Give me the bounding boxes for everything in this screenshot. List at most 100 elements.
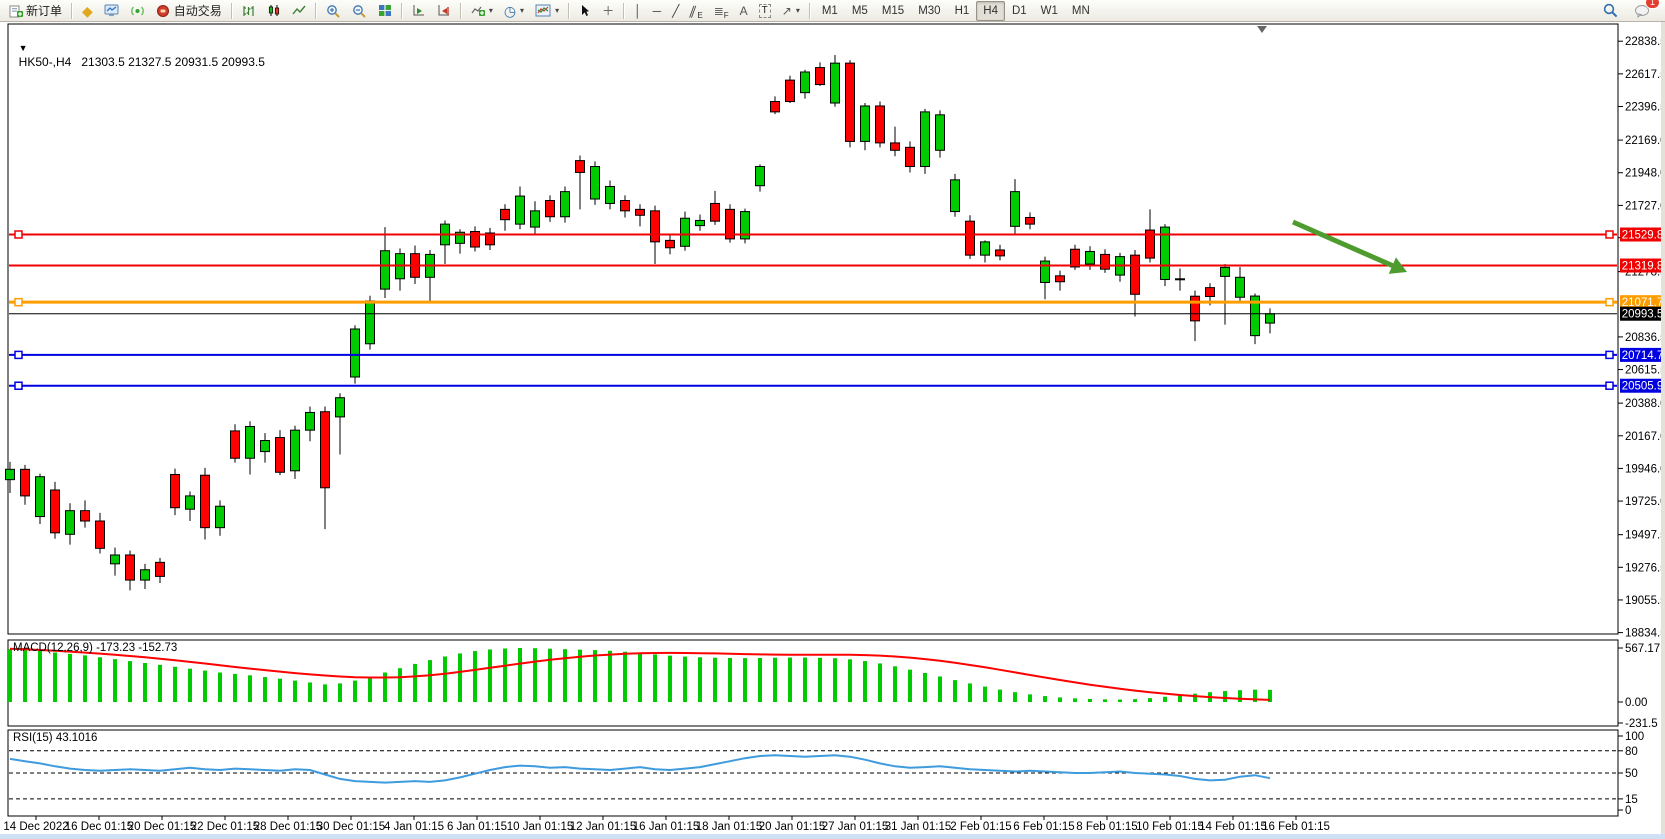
auto-scroll-button[interactable] <box>432 0 456 22</box>
price-tick-label: 20388.0 <box>1625 398 1665 410</box>
candle-body <box>935 114 945 151</box>
macd-bar <box>203 670 207 702</box>
candle-body <box>1040 260 1050 283</box>
crosshair-tool-button[interactable]: ＋ <box>597 0 619 22</box>
macd-bar <box>638 652 642 702</box>
macd-bar <box>818 657 822 702</box>
macd-bar <box>773 657 777 702</box>
signal-button[interactable] <box>125 0 150 22</box>
timeframe-m15-button[interactable]: M15 <box>881 4 905 17</box>
candlestick-mode-button[interactable] <box>262 0 286 22</box>
timeframe-m1-button[interactable]: M1 <box>821 4 838 17</box>
macd-bar <box>353 680 357 702</box>
zoom-out-button[interactable] <box>347 0 372 22</box>
candle-body <box>815 67 825 86</box>
price-tick-label: 22169.0 <box>1625 135 1665 147</box>
separator <box>623 2 626 19</box>
chart-shift-button[interactable] <box>407 0 431 22</box>
line-chart-icon <box>292 5 306 15</box>
macd-bar <box>503 648 507 702</box>
macd-bar <box>68 653 72 702</box>
macd-bar <box>668 655 672 702</box>
text-label-tool-button[interactable]: T <box>754 0 776 22</box>
timeframe-h1-button[interactable]: H1 <box>954 4 970 17</box>
macd-bar <box>1058 697 1062 702</box>
notifications-button[interactable]: 1 <box>1629 0 1660 22</box>
indicators-button[interactable]: ▾ <box>466 0 498 22</box>
timeframe-mn-button[interactable]: MN <box>1071 4 1090 17</box>
macd-bar <box>1253 689 1257 702</box>
macd-bar <box>608 650 612 702</box>
horizontal-line-tool-button[interactable]: ─ <box>648 0 667 22</box>
chart-collapse-icon[interactable]: ▼ <box>18 43 28 53</box>
candle-body <box>845 62 855 142</box>
crosshair-icon: ＋ <box>602 3 615 18</box>
candle-body <box>50 489 60 534</box>
templates-button[interactable]: ▾ <box>530 0 564 22</box>
autotrading-button[interactable]: 自动交易 <box>151 0 227 22</box>
tile-windows-button[interactable] <box>373 0 397 22</box>
market-watch-button[interactable] <box>99 0 124 22</box>
macd-bar <box>143 662 147 702</box>
hline-marker <box>14 297 23 307</box>
zoom-in-button[interactable] <box>321 0 346 22</box>
shapes-tool-button[interactable]: ↗ ▾ <box>777 0 805 22</box>
macd-bar <box>293 680 297 702</box>
macd-bar <box>1133 699 1137 702</box>
channel-tool-button[interactable]: ∥ E <box>685 0 707 22</box>
search-button[interactable] <box>1598 0 1623 22</box>
shapes-icon: ↗ <box>781 3 792 18</box>
price-line-label-bg <box>1620 347 1665 362</box>
hline-marker <box>1605 381 1614 390</box>
candle-body <box>1175 278 1185 281</box>
candle-body <box>185 495 195 510</box>
candle-body <box>905 146 915 168</box>
candle-body <box>710 202 720 222</box>
cursor-tool-button[interactable] <box>574 0 596 22</box>
macd-bar <box>848 659 852 702</box>
timeframe-m30-button[interactable]: M30 <box>918 4 941 17</box>
diamond-icon: ◆ <box>82 2 93 19</box>
rsi-tick-label: 80 <box>1625 746 1638 758</box>
timeframe-w1-button[interactable]: W1 <box>1040 4 1058 17</box>
candle-body <box>485 232 495 246</box>
metaquotes-button[interactable]: ◆ <box>77 0 98 22</box>
fibonacci-sub-label: F <box>723 10 729 20</box>
macd-bar <box>1223 691 1227 702</box>
macd-bar <box>413 663 417 702</box>
macd-bar <box>128 661 132 702</box>
timeframe-d1-button[interactable]: D1 <box>1011 4 1027 17</box>
candle-body <box>1250 295 1260 337</box>
bar-chart-mode-button[interactable] <box>237 0 261 22</box>
timeframe-h4-button[interactable]: H4 <box>976 0 1005 21</box>
trendline-icon: ╱ <box>672 3 680 18</box>
candle-body <box>695 219 705 227</box>
candle-body <box>170 473 180 509</box>
vertical-line-tool-button[interactable]: │ <box>629 0 647 22</box>
window-right-edge <box>1661 22 1665 834</box>
macd-bar <box>1028 694 1032 702</box>
time-tick-label: 20 Dec 01:15 <box>128 821 196 833</box>
macd-bar <box>1238 690 1242 702</box>
candle-body <box>110 554 120 565</box>
periods-button[interactable]: ◷ ▾ <box>499 0 529 22</box>
macd-bar <box>83 655 87 702</box>
candle-body <box>245 425 255 459</box>
line-chart-mode-button[interactable] <box>287 0 311 22</box>
text-label-icon: T <box>758 3 771 18</box>
trendline-tool-button[interactable]: ╱ <box>667 0 684 22</box>
macd-bar <box>8 649 12 702</box>
price-line-label-bg <box>1620 258 1665 273</box>
candle-body <box>950 179 960 213</box>
text-tool-button[interactable]: A <box>735 0 753 22</box>
macd-bar <box>383 672 387 702</box>
candle-body <box>1085 250 1095 265</box>
channel-sub-label: E <box>697 10 703 20</box>
fibonacci-tool-button[interactable]: ≣ F <box>709 0 734 22</box>
timeframe-buttons: M1 M5 M15 M30 H1 H4 D1 W1 MN <box>815 0 1097 21</box>
timeframe-m5-button[interactable]: M5 <box>851 4 868 17</box>
candle-body <box>1205 287 1215 298</box>
new-order-button[interactable]: 新订单 <box>4 0 67 22</box>
